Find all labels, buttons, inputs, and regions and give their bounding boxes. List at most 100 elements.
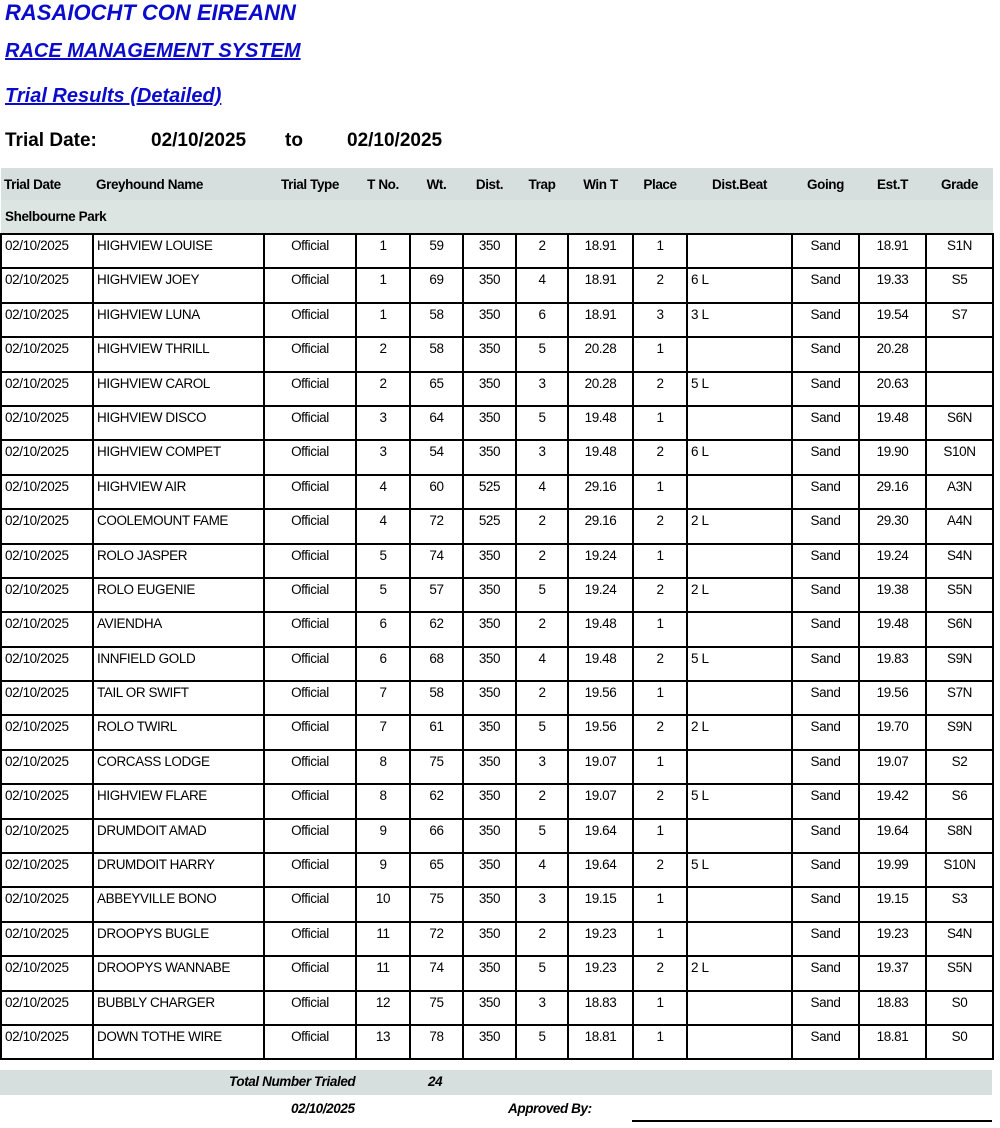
cell-grade: S2 [925, 748, 994, 786]
cell-est-time: 18.81 [858, 1023, 927, 1061]
cell-greyhound-name: COOLEMOUNT FAME [92, 508, 265, 545]
cell-trial-type: Official [263, 989, 357, 1026]
cell-est-time: 29.16 [858, 473, 927, 511]
cell-weight: 58 [409, 301, 464, 339]
cell-grade: S4N [925, 920, 994, 958]
cell-trap: 5 [515, 1023, 569, 1061]
cell-trial-type: Official [263, 301, 357, 339]
cell-greyhound-name: ROLO TWIRL [92, 714, 265, 751]
table-row: 02/10/2025 HIGHVIEW LOUISE Official 1 59 350 2… [0, 232, 994, 270]
table-row: 02/10/2025 ROLO TWIRL Official 7 61 350 5 19.56… [0, 714, 994, 751]
cell-trial-no: 9 [355, 817, 411, 855]
cell-distance: 350 [462, 817, 517, 855]
col-header-greyhound-name: Greyhound Name [93, 168, 264, 200]
cell-trap: 5 [515, 576, 569, 614]
cell-weight: 60 [409, 473, 464, 511]
cell-est-time: 19.37 [858, 955, 927, 992]
col-header-trap: Trap [516, 168, 568, 200]
cell-trial-date: 02/10/2025 [0, 370, 94, 407]
cell-distance: 350 [462, 1023, 517, 1061]
table-row: 02/10/2025 HIGHVIEW JOEY Official 1 69 350 4 18… [0, 267, 994, 304]
cell-trial-no: 13 [355, 1023, 411, 1061]
cell-trial-type: Official [263, 336, 357, 373]
cell-trap: 2 [515, 508, 569, 545]
cell-distance: 350 [462, 576, 517, 614]
cell-trial-date: 02/10/2025 [0, 542, 94, 579]
cell-going: Sand [791, 232, 860, 270]
cell-distance: 350 [462, 645, 517, 683]
cell-dist-beat: 3 L [686, 301, 793, 339]
cell-trial-date: 02/10/2025 [0, 439, 94, 476]
cell-grade: S4N [925, 542, 994, 579]
cell-weight: 74 [409, 542, 464, 579]
table-row: 02/10/2025 INNFIELD GOLD Official 6 68 350 4 19… [0, 645, 994, 683]
cell-trial-no: 1 [355, 301, 411, 339]
cell-trial-type: Official [263, 1023, 357, 1061]
cell-going: Sand [791, 439, 860, 476]
cell-est-time: 19.38 [858, 576, 927, 614]
venue-name: Shelbourne Park [1, 200, 993, 234]
cell-trial-no: 10 [355, 886, 411, 923]
cell-weight: 72 [409, 920, 464, 958]
cell-trap: 2 [515, 542, 569, 579]
cell-greyhound-name: INNFIELD GOLD [92, 645, 265, 683]
table-row: 02/10/2025 ROLO EUGENIE Official 5 57 350 5 19.… [0, 576, 994, 614]
table-row: 02/10/2025 HIGHVIEW AIR Official 4 60 525 4 29.… [0, 473, 994, 511]
cell-trap: 5 [515, 336, 569, 373]
cell-dist-beat: 6 L [686, 267, 793, 304]
cell-distance: 350 [462, 404, 517, 442]
cell-est-time: 20.28 [858, 336, 927, 373]
cell-grade: S5N [925, 576, 994, 614]
cell-dist-beat: 5 L [686, 645, 793, 683]
cell-greyhound-name: CORCASS LODGE [92, 748, 265, 786]
cell-trap: 2 [515, 232, 569, 270]
cell-trial-type: Official [263, 611, 357, 648]
cell-going: Sand [791, 748, 860, 786]
date-from: 02/10/2025 [151, 130, 247, 151]
cell-trial-type: Official [263, 817, 357, 855]
cell-going: Sand [791, 611, 860, 648]
trial-date-label: Trial Date: [5, 130, 97, 151]
cell-dist-beat [686, 920, 793, 958]
cell-trial-date: 02/10/2025 [0, 955, 94, 992]
cell-trial-date: 02/10/2025 [0, 783, 94, 820]
table-row: 02/10/2025 BUBBLY CHARGER Official 12 75 350 3… [0, 989, 994, 1026]
cell-greyhound-name: BUBBLY CHARGER [92, 989, 265, 1026]
cell-greyhound-name: HIGHVIEW DISCO [92, 404, 265, 442]
cell-place: 2 [632, 714, 688, 751]
cell-greyhound-name: DROOPYS BUGLE [92, 920, 265, 958]
table-row: 02/10/2025 COOLEMOUNT FAME Official 4 72 525 2… [0, 508, 994, 545]
cell-distance: 350 [462, 370, 517, 407]
cell-win-time: 19.48 [567, 611, 634, 648]
col-header-dist-beat: Dist.Beat [687, 168, 792, 200]
cell-trial-date: 02/10/2025 [0, 508, 94, 545]
cell-place: 1 [632, 748, 688, 786]
cell-win-time: 19.56 [567, 680, 634, 717]
cell-trial-no: 2 [355, 370, 411, 407]
cell-dist-beat: 2 L [686, 714, 793, 751]
total-band [0, 1070, 992, 1095]
cell-dist-beat [686, 542, 793, 579]
trial-results-table: Trial Date Greyhound Name Trial Type T No. W… [0, 168, 994, 1061]
cell-greyhound-name: DRUMDOIT HARRY [92, 852, 265, 889]
cell-weight: 68 [409, 645, 464, 683]
table-row: 02/10/2025 HIGHVIEW DISCO Official 3 64 350 5 1… [0, 404, 994, 442]
cell-weight: 75 [409, 989, 464, 1026]
table-row: 02/10/2025 DROOPYS WANNABE Official 11 74 350… [0, 955, 994, 992]
cell-est-time: 19.42 [858, 783, 927, 820]
cell-distance: 350 [462, 714, 517, 751]
cell-trial-no: 8 [355, 748, 411, 786]
cell-est-time: 19.64 [858, 817, 927, 855]
table-row: 02/10/2025 HIGHVIEW COMPET Official 3 54 350 3… [0, 439, 994, 476]
cell-grade: S1N [925, 232, 994, 270]
cell-grade [925, 370, 994, 407]
cell-win-time: 19.64 [567, 817, 634, 855]
cell-distance: 525 [462, 473, 517, 511]
cell-trial-date: 02/10/2025 [0, 1023, 94, 1061]
cell-place: 1 [632, 1023, 688, 1061]
cell-trap: 2 [515, 783, 569, 820]
cell-win-time: 18.91 [567, 301, 634, 339]
table-row: 02/10/2025 AVIENDHA Official 6 62 350 2 19.48 1 S… [0, 611, 994, 648]
table-row: 02/10/2025 ABBEYVILLE BONO Official 10 75 350… [0, 886, 994, 923]
cell-weight: 74 [409, 955, 464, 992]
